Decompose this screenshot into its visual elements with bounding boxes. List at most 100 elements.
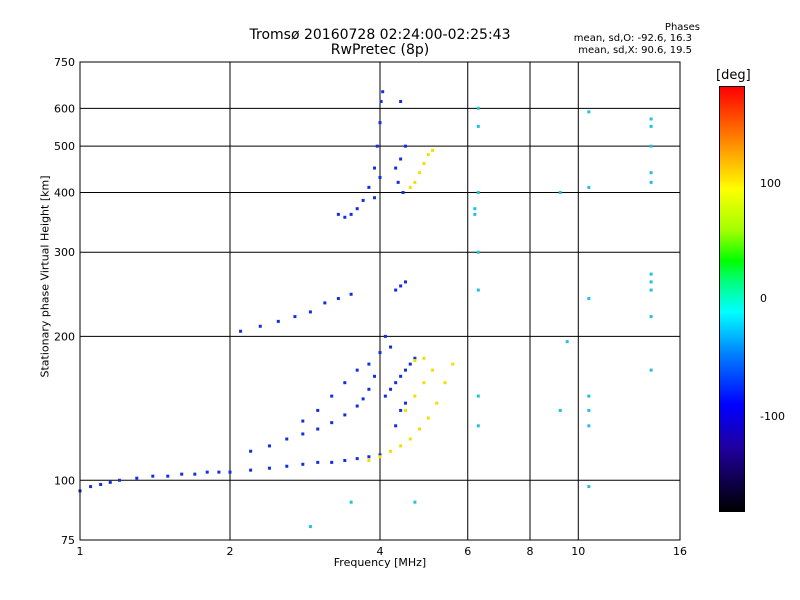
y-tick-labels: 75 100 200 300 400 500 600 750 xyxy=(54,56,75,547)
data-points xyxy=(78,90,653,529)
data-point xyxy=(413,359,417,363)
data-point xyxy=(367,458,371,462)
y-tick-label: 600 xyxy=(54,102,75,115)
data-point xyxy=(378,175,382,179)
data-point xyxy=(285,437,289,441)
y-tick-label: 400 xyxy=(54,186,75,199)
phase-title: Phases xyxy=(664,22,700,33)
data-point xyxy=(258,324,262,328)
y-tick-label: 750 xyxy=(54,56,75,69)
y-axis-label: Stationary phase Virtual Height [km] xyxy=(38,175,52,378)
y-tick-label: 100 xyxy=(54,474,75,487)
data-point xyxy=(476,288,480,292)
x-axis-label: Frequency [MHz] xyxy=(333,556,427,569)
phase-x-stats: mean, sd,X: 90.6, 19.5 xyxy=(578,45,692,56)
data-point xyxy=(301,419,305,423)
x-tick-labels: 1 2 4 6 8 10 16 xyxy=(77,545,688,558)
data-point xyxy=(431,368,435,372)
data-point xyxy=(373,166,377,170)
data-point xyxy=(217,470,221,474)
data-point xyxy=(355,404,359,408)
data-point xyxy=(379,100,383,104)
data-point xyxy=(373,196,377,200)
data-point xyxy=(431,148,435,152)
x-tick-label: 10 xyxy=(571,545,585,558)
data-point xyxy=(193,472,197,476)
phase-o-stats: mean, sd,O: -92.6, 16.3 xyxy=(573,33,692,44)
data-point xyxy=(367,185,371,189)
data-point xyxy=(649,315,653,319)
data-point xyxy=(355,368,359,372)
data-point xyxy=(343,215,347,219)
data-point xyxy=(343,381,347,385)
data-point xyxy=(205,470,209,474)
data-point xyxy=(649,144,653,148)
data-point xyxy=(381,90,385,94)
data-point xyxy=(443,381,447,385)
data-point xyxy=(389,449,393,453)
data-point xyxy=(349,500,353,504)
data-point xyxy=(649,288,653,292)
data-point xyxy=(476,106,480,110)
data-point xyxy=(417,427,421,431)
x-tick-label: 4 xyxy=(377,545,384,558)
data-point xyxy=(375,144,379,148)
data-point xyxy=(403,401,407,405)
data-point xyxy=(336,297,340,301)
y-tick-label: 200 xyxy=(54,330,75,343)
data-point xyxy=(361,198,365,202)
data-point xyxy=(394,381,398,385)
data-point xyxy=(151,474,155,478)
data-point xyxy=(403,144,407,148)
data-point xyxy=(394,424,398,428)
data-point xyxy=(355,457,359,461)
data-point xyxy=(558,408,562,412)
data-point xyxy=(413,394,417,398)
colorbar-tick: 0 xyxy=(760,292,767,305)
data-point xyxy=(558,190,562,194)
data-point xyxy=(649,180,653,184)
data-point xyxy=(349,212,353,216)
data-point xyxy=(343,458,347,462)
data-point xyxy=(435,401,439,405)
data-point xyxy=(422,381,426,385)
data-point xyxy=(587,408,591,412)
data-point xyxy=(473,212,477,216)
data-point xyxy=(276,319,280,323)
data-point xyxy=(378,351,382,355)
data-point xyxy=(649,117,653,121)
x-tick-label: 2 xyxy=(227,545,234,558)
data-point xyxy=(399,100,403,104)
colorbar-label: [deg] xyxy=(716,68,751,83)
data-point xyxy=(378,455,382,459)
data-point xyxy=(399,157,403,161)
data-point xyxy=(403,280,407,284)
data-point xyxy=(396,180,400,184)
data-point xyxy=(422,161,426,165)
data-point xyxy=(649,280,653,284)
data-point xyxy=(422,356,426,360)
data-point xyxy=(476,124,480,128)
data-point xyxy=(426,153,430,157)
data-point xyxy=(413,500,417,504)
data-point xyxy=(316,460,320,464)
data-point xyxy=(426,416,430,420)
colorbar-tick: 100 xyxy=(760,177,781,190)
data-point xyxy=(108,480,112,484)
data-point xyxy=(249,449,253,453)
data-point xyxy=(373,374,377,378)
data-point xyxy=(413,356,417,360)
data-point xyxy=(330,394,334,398)
data-point xyxy=(336,212,340,216)
data-point xyxy=(267,444,271,448)
data-point xyxy=(408,362,412,366)
x-tick-label: 1 xyxy=(77,545,84,558)
data-point xyxy=(587,110,591,114)
data-point xyxy=(587,485,591,489)
data-point xyxy=(476,250,480,254)
phase-colorbar xyxy=(719,86,745,512)
data-point xyxy=(403,408,407,412)
data-point xyxy=(267,466,271,470)
data-point xyxy=(451,362,455,366)
